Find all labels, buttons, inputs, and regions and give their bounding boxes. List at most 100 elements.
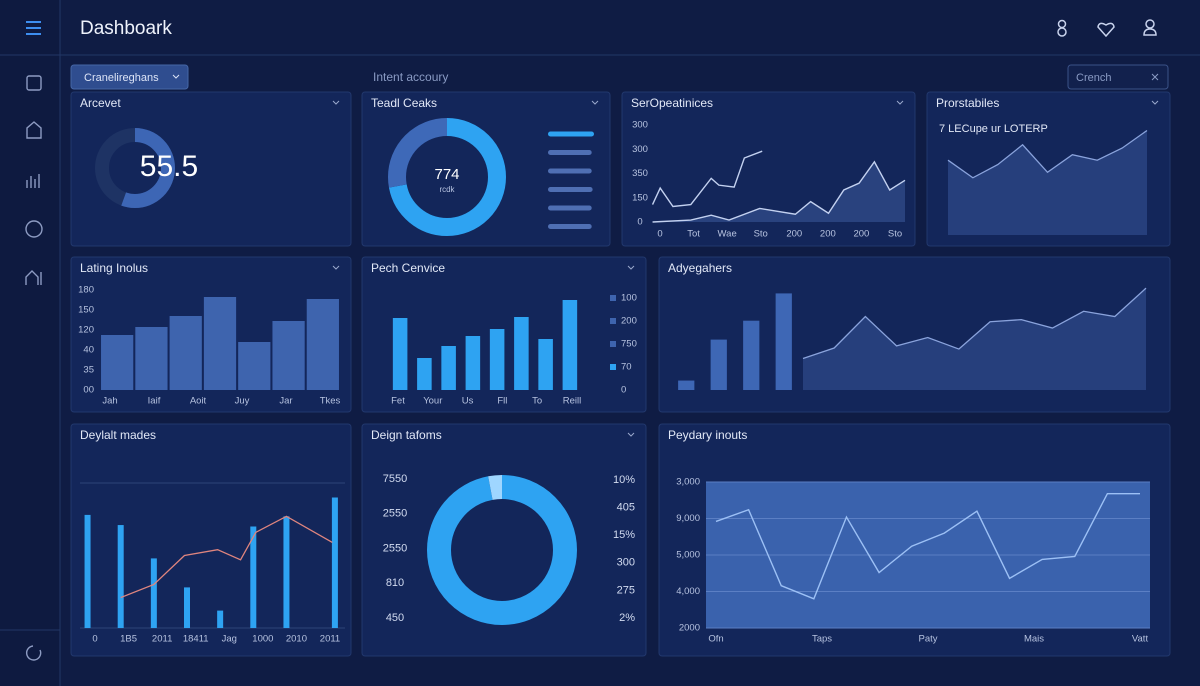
y-axis-label: 4,000 xyxy=(676,586,700,597)
nav-power[interactable] xyxy=(25,645,42,661)
bar xyxy=(101,335,134,390)
y-axis-label: 350 xyxy=(632,168,648,179)
y-axis-label: 35 xyxy=(83,365,94,376)
y-axis-label: 150 xyxy=(632,192,648,203)
toolbar-label: Intent accoury xyxy=(373,70,448,84)
bar xyxy=(392,318,408,390)
x-axis-label: Iaif xyxy=(148,396,161,407)
bar xyxy=(250,526,257,628)
bar xyxy=(514,317,529,390)
panel-title: Pech Cenvice xyxy=(371,261,445,275)
x-axis-label: Us xyxy=(462,396,474,407)
panel-title: Adyegahers xyxy=(668,261,732,275)
search-box[interactable] xyxy=(1067,64,1169,90)
dropdown-chevron xyxy=(172,74,180,79)
menu-icon[interactable] xyxy=(26,21,41,35)
legend-label: 100 xyxy=(621,293,637,304)
panel xyxy=(361,423,647,657)
legend-swatch xyxy=(610,318,616,324)
panel-title: Deylalt mades xyxy=(80,428,156,442)
x-axis-label: 2011 xyxy=(320,634,340,645)
x-axis-label: Fll xyxy=(497,396,507,407)
x-axis-label: 2011 xyxy=(152,634,172,645)
panel-menu xyxy=(332,265,340,270)
area-fill xyxy=(948,130,1147,235)
bar xyxy=(135,327,168,390)
x-axis-label: Jah xyxy=(102,396,117,407)
x-axis-label: 18411 xyxy=(183,634,209,645)
panel-menu xyxy=(896,100,904,105)
y-axis-label: 5,000 xyxy=(676,550,700,561)
line-area xyxy=(652,161,905,222)
x-axis-label: 0 xyxy=(92,634,97,645)
nav-chart[interactable] xyxy=(26,174,40,188)
line-series xyxy=(651,150,763,208)
panel-title: SerOpeatinices xyxy=(631,96,713,110)
bar xyxy=(150,558,157,628)
line-series xyxy=(652,160,906,223)
area-line xyxy=(802,287,1147,360)
legend-bar xyxy=(548,150,592,155)
x-axis-label: Fet xyxy=(391,396,405,407)
panel-title: Prorstabiles xyxy=(936,96,999,110)
bar xyxy=(710,339,727,390)
panel-subtitle: 7 LECupe ur LOTERP xyxy=(939,123,1048,135)
bar xyxy=(169,316,202,390)
donut-right-label: 10% xyxy=(613,474,635,486)
legend-swatch xyxy=(610,364,616,370)
y-axis-label: 300 xyxy=(632,144,648,155)
donut-center-label: rcdk xyxy=(439,185,455,194)
panel-title: Teadl Ceaks xyxy=(371,96,437,110)
bar xyxy=(203,297,237,390)
legend-bar xyxy=(548,168,592,174)
x-axis-label: Jar xyxy=(279,396,292,407)
x-axis-label: Tkes xyxy=(320,396,341,407)
nav-bag[interactable] xyxy=(26,75,42,91)
x-axis-label: Your xyxy=(423,396,442,407)
bar xyxy=(417,358,432,390)
x-axis-label: 200 xyxy=(853,229,869,240)
dropdown[interactable] xyxy=(70,64,189,90)
bar xyxy=(743,320,760,390)
x-axis-label: 200 xyxy=(786,229,802,240)
legend-bar xyxy=(548,187,593,192)
heart-icon[interactable] xyxy=(1097,22,1115,38)
x-axis-label: Wae xyxy=(718,229,737,240)
x-axis-label: Mais xyxy=(1024,634,1044,645)
donut-segment xyxy=(388,118,506,236)
user-icon[interactable] xyxy=(1143,19,1157,36)
nav-target[interactable] xyxy=(25,220,43,238)
nav-stats[interactable] xyxy=(25,270,42,285)
bar xyxy=(84,514,91,628)
bar xyxy=(306,299,339,390)
y-axis-label: 00 xyxy=(83,385,94,396)
bar xyxy=(272,321,305,390)
panel xyxy=(70,91,352,247)
donut-right-label: 275 xyxy=(617,584,635,596)
donut-left-label: 2550 xyxy=(383,542,407,554)
donut-left-label: 7550 xyxy=(383,473,407,485)
nav-home[interactable] xyxy=(26,121,42,139)
bar xyxy=(117,525,124,628)
donut-left-label: 450 xyxy=(386,612,404,624)
legend-swatch xyxy=(610,295,616,301)
x-axis-label: Jag xyxy=(222,634,237,645)
line-series xyxy=(715,492,1140,600)
panel-menu xyxy=(627,432,635,437)
donut-right-label: 405 xyxy=(617,502,635,514)
bar xyxy=(775,293,792,390)
bar xyxy=(331,497,338,628)
legend-label: 750 xyxy=(621,339,637,350)
bell-icon[interactable] xyxy=(1057,19,1067,37)
search-clear[interactable] xyxy=(1151,73,1159,81)
x-axis-label: Sto xyxy=(754,229,768,240)
x-axis-label: Sto xyxy=(888,229,902,240)
bar xyxy=(562,300,578,390)
bar xyxy=(238,342,271,390)
bar xyxy=(538,339,553,390)
x-axis-label: To xyxy=(532,396,542,407)
y-axis-label: 120 xyxy=(78,325,94,336)
x-axis-label: 200 xyxy=(820,229,836,240)
legend-bar xyxy=(548,224,592,229)
y-axis-label: 180 xyxy=(78,285,94,296)
